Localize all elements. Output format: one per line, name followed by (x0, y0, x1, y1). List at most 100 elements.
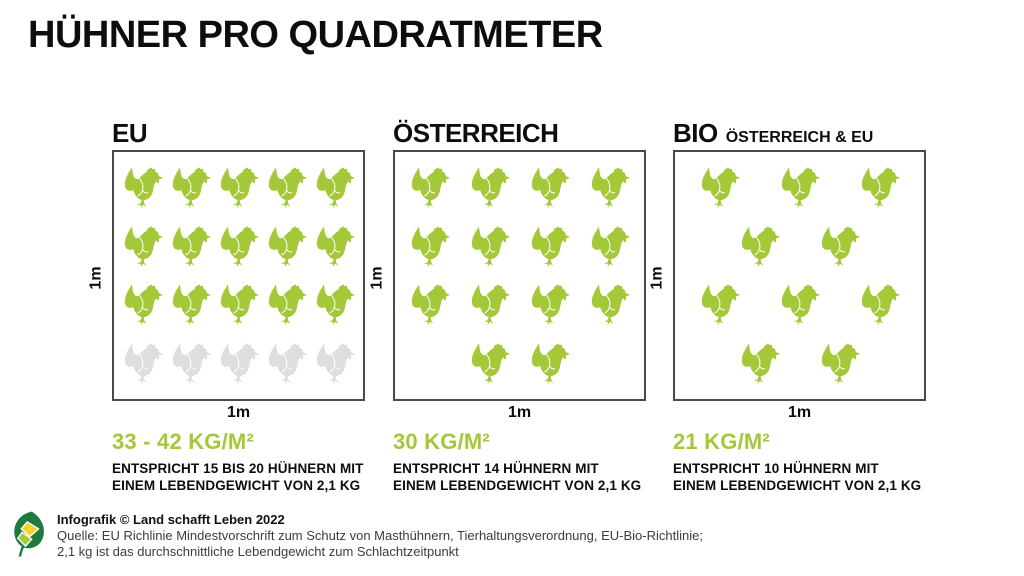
footer-credit: Infografik © Land schafft Leben 2022 (57, 512, 285, 527)
chicken-cell (520, 225, 580, 268)
chicken-row (118, 283, 359, 326)
panel-title-text: ÖSTERREICH (393, 118, 559, 148)
chicken-cell (263, 166, 311, 209)
chicken-icon (700, 284, 741, 326)
page-title: HÜHNER PRO QUADRATMETER (28, 14, 603, 56)
panel-eu: 1m EU 1m 33 - 42 KG/M² ENTSPRICHT 15 BIS… (88, 118, 365, 494)
footer: Infografik © Land schafft Leben 2022 Que… (10, 510, 703, 560)
chicken-cell (719, 342, 799, 385)
density-description-eu: ENTSPRICHT 15 BIS 20 HÜHNERN MIT EINEM L… (112, 460, 365, 494)
density-description-bio: ENTSPRICHT 10 HÜHNERN MIT EINEM LEBENDGE… (673, 460, 926, 494)
chicken-icon (700, 166, 741, 209)
chicken-icon (172, 166, 212, 209)
chicken-icon (781, 284, 821, 326)
chicken-icon (591, 166, 631, 209)
chicken-icon (591, 284, 631, 326)
panel-title-oesterreich: ÖSTERREICH (393, 118, 646, 150)
density-value-bio: 21 KG/M² (673, 429, 770, 454)
axis-bottom-label-oesterreich: 1m (507, 404, 532, 421)
chicken-cell (166, 283, 214, 326)
chicken-icon (471, 225, 511, 268)
chicken-cell (214, 225, 262, 268)
panel-oesterreich: 1m ÖSTERREICH 1m 30 KG/M² ENTSPRICHT 14 … (369, 118, 646, 494)
chicken-cell (263, 225, 311, 268)
description-line: ENTSPRICHT 15 BIS 20 HÜHNERN MIT (112, 461, 364, 476)
chicken-cell (214, 166, 262, 209)
description-line: ENTSPRICHT 10 HÜHNERN MIT (673, 461, 879, 476)
chicken-cell (679, 166, 759, 209)
chicken-icon (268, 284, 308, 326)
footer-source-line: Quelle: EU Richlinie Mindestvorschrift z… (57, 528, 703, 543)
chicken-cell (399, 342, 459, 385)
chicken-icon (821, 343, 861, 385)
footer-source-line: 2,1 kg ist das durchschnittliche Lebendg… (57, 544, 459, 559)
chicken-icon (316, 343, 356, 385)
chicken-icon (316, 166, 356, 209)
chicken-cell (311, 342, 359, 385)
axis-left-label-oesterreich: 1m (367, 152, 389, 403)
chicken-icon (471, 284, 511, 326)
chicken-cell (118, 166, 166, 209)
axis-left-text: 1m (649, 265, 666, 290)
density-value-eu: 33 - 42 KG/M² (112, 429, 254, 454)
chicken-icon (591, 225, 631, 268)
chicken-cell (166, 166, 214, 209)
chicken-cell (719, 225, 799, 268)
chicken-icon (220, 343, 260, 385)
chicken-icon (316, 225, 356, 268)
chicken-row (118, 342, 359, 385)
chicken-icon (220, 225, 260, 268)
chicken-icon (781, 166, 821, 209)
chicken-icon (123, 343, 164, 385)
description-line: EINEM LEBENDGEWICHT VON 2,1 KG (393, 478, 642, 493)
chicken-icon (172, 284, 212, 326)
chicken-icon (821, 225, 861, 268)
chicken-cell (214, 283, 262, 326)
chicken-row (679, 283, 920, 326)
axis-left-text: 1m (88, 265, 105, 290)
chicken-cell (459, 166, 519, 209)
chicken-icon (123, 166, 164, 209)
density-value-oesterreich: 30 KG/M² (393, 429, 490, 454)
chicken-cell (759, 166, 839, 209)
axis-left-label-bio: 1m (647, 152, 669, 403)
chicken-icon (123, 284, 164, 326)
chicken-icon (220, 284, 260, 326)
chicken-row (118, 166, 359, 209)
chicken-icon (268, 343, 308, 385)
chicken-cell (580, 342, 640, 385)
description-line: EINEM LEBENDGEWICHT VON 2,1 KG (112, 478, 361, 493)
chicken-icon (531, 166, 571, 209)
chicken-cell (311, 166, 359, 209)
chicken-cell (214, 342, 262, 385)
chicken-cell (118, 342, 166, 385)
chicken-row (679, 225, 920, 268)
chicken-cell (800, 225, 880, 268)
chicken-cell (118, 283, 166, 326)
chicken-icon (316, 284, 356, 326)
chicken-row (399, 342, 640, 385)
description-line: ENTSPRICHT 14 HÜHNERN MIT (393, 461, 599, 476)
chicken-row (679, 342, 920, 385)
panel-title-eu: EU (112, 118, 365, 150)
chicken-cell (459, 342, 519, 385)
chicken-icon (861, 166, 901, 209)
square-meter-box-oesterreich (393, 150, 646, 401)
chicken-row (399, 166, 640, 209)
land-schafft-leben-logo-leaf-icon (14, 511, 44, 557)
chicken-cell (759, 283, 839, 326)
chicken-cell (679, 283, 759, 326)
chicken-row (399, 283, 640, 326)
chicken-icon (123, 225, 164, 268)
panel-title-suffix: ÖSTERREICH & EU (725, 129, 874, 146)
square-meter-box-eu (112, 150, 365, 401)
chicken-cell (311, 283, 359, 326)
chicken-icon (172, 343, 212, 385)
chicken-icon (268, 166, 308, 209)
density-description-oesterreich: ENTSPRICHT 14 HÜHNERN MIT EINEM LEBENDGE… (393, 460, 646, 494)
panel-bio: 1m BIO ÖSTERREICH & EU 1m 21 KG/M² ENTSP… (649, 118, 926, 494)
chicken-icon (410, 225, 451, 268)
chicken-cell (800, 342, 880, 385)
chicken-cell (580, 283, 640, 326)
